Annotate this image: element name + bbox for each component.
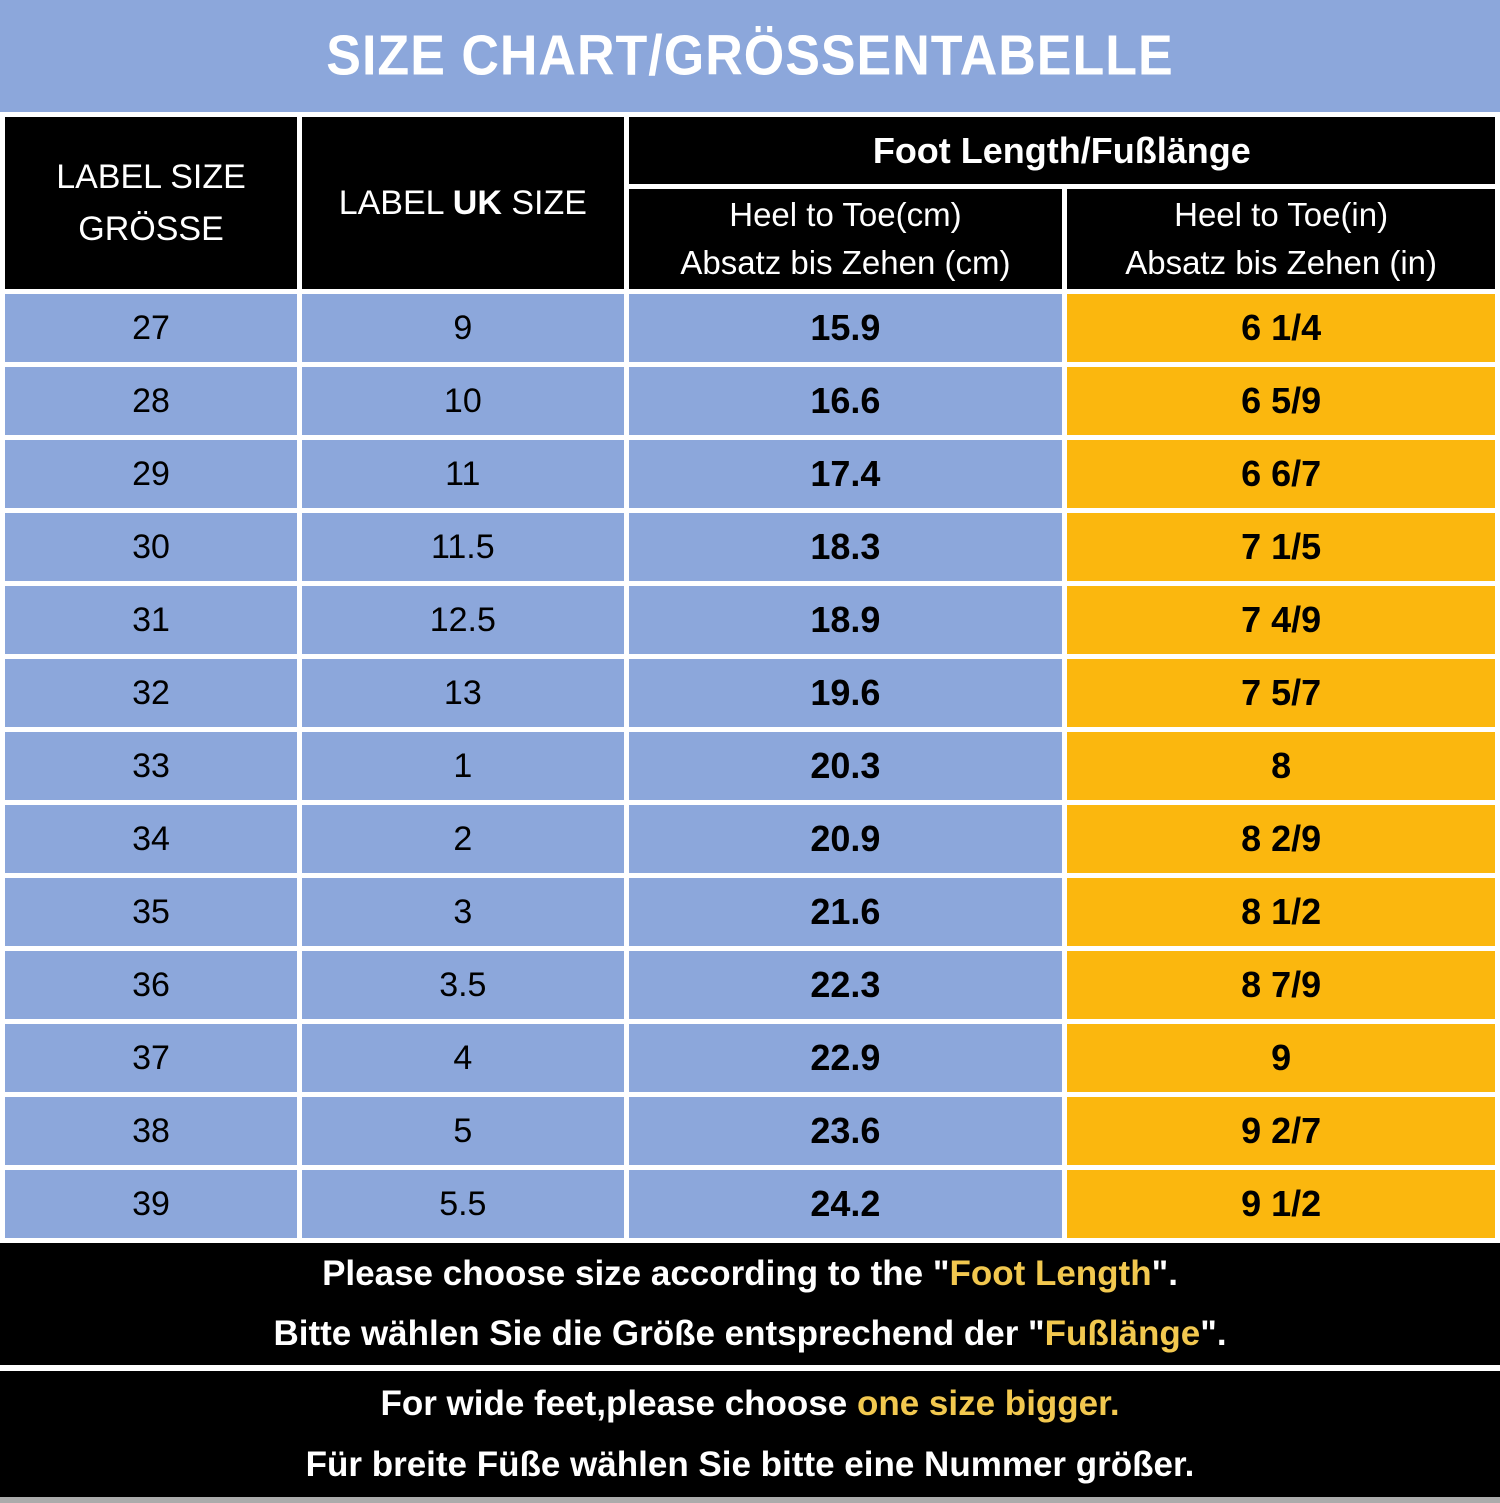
cell-label-size: 32	[5, 659, 298, 727]
cell-uk-size: 11	[302, 440, 624, 508]
cell-foot-length-in: 8 1/2	[1067, 878, 1495, 946]
header-in-line2: Absatz bis Zehen (in)	[1125, 244, 1438, 281]
cell-foot-length-in: 8 2/9	[1067, 805, 1495, 873]
cell-foot-length-in: 8	[1067, 732, 1495, 800]
cell-label-size: 39	[5, 1170, 298, 1238]
cell-label-size: 28	[5, 367, 298, 435]
cell-foot-length-cm: 21.6	[628, 878, 1063, 946]
cell-foot-length-cm: 22.3	[628, 951, 1063, 1019]
cell-foot-length-cm: 15.9	[628, 294, 1063, 362]
table-row: 32 13 19.6 7 5/7	[5, 659, 1495, 727]
table-row: 39 5.5 24.2 9 1/2	[5, 1170, 1495, 1238]
cell-foot-length-cm: 18.3	[628, 513, 1063, 581]
header-cm: Heel to Toe(cm) Absatz bis Zehen (cm)	[628, 189, 1063, 289]
header-uk-bold: UK	[452, 183, 502, 222]
note1-de-post: ".	[1200, 1314, 1227, 1353]
note1-en-highlight: Foot Length	[949, 1254, 1152, 1293]
cell-foot-length-cm: 17.4	[628, 440, 1063, 508]
header-foot-length: Foot Length/Fußlänge	[628, 117, 1495, 184]
note1-de-highlight: Fußlänge	[1044, 1314, 1201, 1353]
title-banner: SIZE CHART/GRÖSSENTABELLE	[0, 0, 1500, 112]
cell-foot-length-in: 9 1/2	[1067, 1170, 1495, 1238]
cell-label-size: 31	[5, 586, 298, 654]
cell-label-size: 35	[5, 878, 298, 946]
cell-foot-length-cm: 19.6	[628, 659, 1063, 727]
size-chart-table: LABEL SIZE GRÖSSE LABEL UK SIZE Foot Len…	[0, 112, 1500, 1243]
note-wide-feet: For wide feet,please choose one size big…	[0, 1371, 1500, 1497]
header-uk-post: SIZE	[501, 183, 587, 222]
cell-foot-length-in: 9	[1067, 1024, 1495, 1092]
cell-uk-size: 3.5	[302, 951, 624, 1019]
size-chart-header: LABEL SIZE GRÖSSE LABEL UK SIZE Foot Len…	[5, 117, 1495, 289]
cell-label-size: 29	[5, 440, 298, 508]
table-row: 27 9 15.9 6 1/4	[5, 294, 1495, 362]
cell-foot-length-in: 9 2/7	[1067, 1097, 1495, 1165]
note-wide-feet-en: For wide feet,please choose one size big…	[0, 1373, 1500, 1434]
header-in: Heel to Toe(in) Absatz bis Zehen (in)	[1067, 189, 1495, 289]
cell-uk-size: 5.5	[302, 1170, 624, 1238]
table-row: 30 11.5 18.3 7 1/5	[5, 513, 1495, 581]
cell-uk-size: 9	[302, 294, 624, 362]
cell-foot-length-cm: 20.9	[628, 805, 1063, 873]
table-row: 38 5 23.6 9 2/7	[5, 1097, 1495, 1165]
cell-label-size: 27	[5, 294, 298, 362]
header-uk-pre: LABEL	[338, 183, 453, 222]
cell-uk-size: 1	[302, 732, 624, 800]
cell-uk-size: 4	[302, 1024, 624, 1092]
table-row: 28 10 16.6 6 5/9	[5, 367, 1495, 435]
header-in-line1: Heel to Toe(in)	[1174, 196, 1389, 233]
table-row: 34 2 20.9 8 2/9	[5, 805, 1495, 873]
table-row: 31 12.5 18.9 7 4/9	[5, 586, 1495, 654]
note2-en-pre: For wide feet,please choose	[380, 1384, 857, 1423]
note-foot-length: Please choose size according to the "Foo…	[0, 1243, 1500, 1365]
note1-en-post: ".	[1151, 1254, 1178, 1293]
note1-en-pre: Please choose size according to the "	[322, 1254, 950, 1293]
cell-foot-length-in: 6 1/4	[1067, 294, 1495, 362]
note2-en-highlight: one size bigger.	[856, 1384, 1120, 1423]
cell-foot-length-cm: 16.6	[628, 367, 1063, 435]
table-row: 33 1 20.3 8	[5, 732, 1495, 800]
table-row: 36 3.5 22.3 8 7/9	[5, 951, 1495, 1019]
cell-foot-length-cm: 23.6	[628, 1097, 1063, 1165]
cell-foot-length-in: 6 6/7	[1067, 440, 1495, 508]
note-foot-length-de: Bitte wählen Sie die Größe entsprechend …	[0, 1304, 1500, 1364]
cell-foot-length-in: 6 5/9	[1067, 367, 1495, 435]
cell-label-size: 37	[5, 1024, 298, 1092]
cell-uk-size: 2	[302, 805, 624, 873]
cell-foot-length-in: 7 4/9	[1067, 586, 1495, 654]
header-label-size-line2: GRÖSSE	[78, 210, 224, 248]
cell-foot-length-cm: 20.3	[628, 732, 1063, 800]
table-row: 37 4 22.9 9	[5, 1024, 1495, 1092]
header-uk-size: LABEL UK SIZE	[302, 117, 624, 289]
cell-label-size: 33	[5, 732, 298, 800]
cell-foot-length-cm: 18.9	[628, 586, 1063, 654]
table-row: 35 3 21.6 8 1/2	[5, 878, 1495, 946]
table-row: 29 11 17.4 6 6/7	[5, 440, 1495, 508]
cell-uk-size: 13	[302, 659, 624, 727]
cell-label-size: 30	[5, 513, 298, 581]
size-chart-body: 27 9 15.9 6 1/4 28 10 16.6 6 5/9 29 11 1…	[5, 294, 1495, 1238]
note-wide-feet-de: Für breite Füße wählen Sie bitte eine Nu…	[305, 1445, 1195, 1484]
cell-foot-length-cm: 22.9	[628, 1024, 1063, 1092]
cell-uk-size: 12.5	[302, 586, 624, 654]
cell-uk-size: 5	[302, 1097, 624, 1165]
cell-uk-size: 3	[302, 878, 624, 946]
header-label-size: LABEL SIZE GRÖSSE	[5, 117, 298, 289]
cell-foot-length-cm: 24.2	[628, 1170, 1063, 1238]
cell-label-size: 38	[5, 1097, 298, 1165]
header-cm-line2: Absatz bis Zehen (cm)	[680, 244, 1011, 281]
cell-label-size: 34	[5, 805, 298, 873]
note1-de-pre: Bitte wählen Sie die Größe entsprechend …	[273, 1314, 1045, 1353]
cell-uk-size: 10	[302, 367, 624, 435]
note-foot-length-en: Please choose size according to the "Foo…	[0, 1244, 1500, 1304]
header-label-size-line1: LABEL SIZE	[56, 158, 246, 196]
cell-uk-size: 11.5	[302, 513, 624, 581]
cell-foot-length-in: 7 5/7	[1067, 659, 1495, 727]
cell-foot-length-in: 8 7/9	[1067, 951, 1495, 1019]
cell-foot-length-in: 7 1/5	[1067, 513, 1495, 581]
cell-label-size: 36	[5, 951, 298, 1019]
page-title: SIZE CHART/GRÖSSENTABELLE	[326, 24, 1174, 88]
header-cm-line1: Heel to Toe(cm)	[729, 196, 962, 233]
